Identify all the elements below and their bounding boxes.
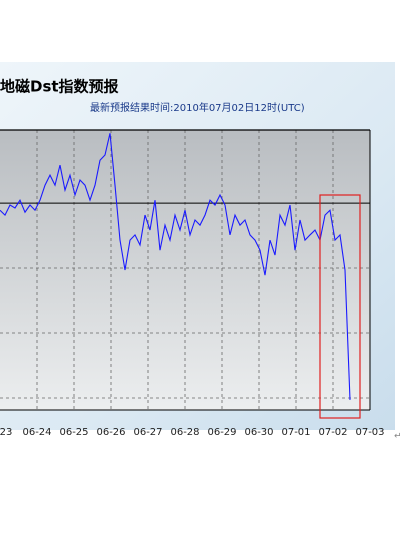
x-tick-label: 23 <box>0 427 12 438</box>
x-tick-label: 06-24 <box>22 427 51 438</box>
chart-subtitle: 最新预报结果时间:2010年07月02日12时(UTC) <box>90 101 305 114</box>
chart-title: 地磁Dst指数预报 <box>0 78 119 96</box>
marks <box>0 133 370 400</box>
x-tick-label: 07-02 <box>318 427 347 438</box>
paragraph-mark: ↵ <box>394 432 402 442</box>
data-line <box>0 133 351 400</box>
x-tick-label: 06-30 <box>244 427 273 438</box>
v-grid <box>36 130 334 410</box>
x-tick-label: 06-25 <box>59 427 88 438</box>
x-tick-label: 07-01 <box>281 427 310 438</box>
highlight-box <box>319 194 361 419</box>
x-tick-label: 06-28 <box>170 427 199 438</box>
x-tick-label: 06-27 <box>133 427 162 438</box>
x-tick-label: 06-29 <box>207 427 236 438</box>
x-tick-label: 06-26 <box>96 427 125 438</box>
x-tick-label: 07-03 <box>355 427 384 438</box>
h-grid <box>0 267 370 399</box>
